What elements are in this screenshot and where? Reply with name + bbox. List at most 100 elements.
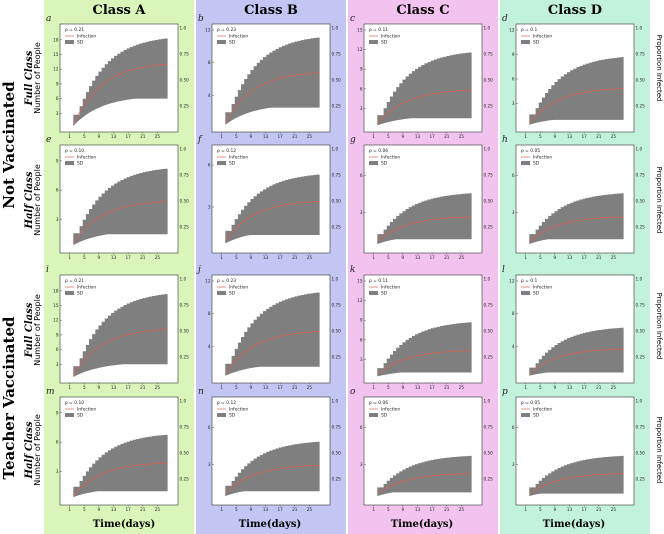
x-tick-label: 9: [98, 507, 101, 512]
right-tick-label: 0.50: [332, 451, 342, 456]
ylabel-right-row-3: Proportion Infected: [655, 293, 663, 360]
sd-band: [529, 193, 624, 245]
panel-l: l 4 8 12 0.25 0.50 0.75 1.0 1 5 9 13 17 21 25 ρ = 0.1In…: [502, 265, 645, 390]
x-tick-label: 9: [554, 507, 557, 512]
x-tick-label: 25: [155, 385, 161, 390]
column-title-d: Class D: [548, 3, 602, 18]
x-tick-label: 21: [596, 507, 602, 512]
y-tick-label: 12: [509, 28, 515, 33]
legend-infection-label: Infection: [229, 407, 248, 413]
y-tick-label: 6: [56, 96, 59, 101]
right-tick-label: 0.25: [636, 477, 646, 482]
legend-sd-label: SD: [77, 413, 84, 419]
y-tick-label: 9: [512, 52, 515, 57]
y-tick-label: 3: [512, 462, 515, 467]
legend-sd-label: SD: [229, 291, 236, 297]
panel-letter: g: [350, 135, 356, 145]
infection-line: [377, 350, 472, 376]
legend-sd-swatch: [65, 40, 74, 44]
x-tick-label: 25: [611, 255, 617, 260]
x-tick-label: 17: [429, 255, 435, 260]
right-tick-label: 0.25: [180, 225, 190, 230]
panel-p: p 3 6 0.25 0.50 0.75 1.0 1 5 9 13 17 21 25 ρ = 0.05Inf…: [502, 387, 645, 512]
x-tick-label: 13: [111, 507, 117, 512]
x-tick-label: 25: [307, 134, 313, 139]
xlabel-c: Time(days): [391, 519, 454, 530]
x-tick-label: 21: [292, 134, 298, 139]
y-tick-label: 8: [208, 311, 211, 316]
sd-band: [529, 327, 624, 376]
p-value-label: ρ = 0.1: [521, 278, 537, 284]
legend-sd-label: SD: [381, 413, 388, 419]
y-tick-label: 3: [512, 210, 515, 215]
legend-sd-label: SD: [229, 413, 236, 419]
x-tick-label: 13: [415, 385, 421, 390]
right-tick-label: 0.75: [636, 425, 646, 430]
right-tick-label: 0.50: [636, 329, 646, 334]
y-tick-label: 15: [357, 28, 363, 33]
panel-h: h 3 6 0.25 0.50 0.75 1.0 1 5 9 13 17 21 25 ρ = 0.05Inf…: [502, 135, 645, 260]
x-tick-label: 5: [235, 507, 238, 512]
panel-letter: a: [46, 14, 51, 24]
y-tick-label: 9: [56, 410, 59, 415]
x-tick-label: 1: [68, 255, 71, 260]
infection-line: [225, 464, 320, 494]
x-tick-label: 21: [444, 385, 450, 390]
infection-line: [224, 72, 320, 124]
sd-band: [225, 441, 320, 497]
p-value-label: ρ = 0.11: [369, 278, 388, 284]
legend-infection-label: Infection: [533, 155, 552, 161]
x-tick-label: 21: [596, 255, 602, 260]
right-tick-label: 0.75: [332, 303, 342, 308]
right-tick-label: 0.25: [484, 477, 494, 482]
x-tick-label: 1: [372, 255, 375, 260]
x-tick-label: 9: [402, 255, 405, 260]
p-value-label: ρ = 0.21: [65, 27, 84, 33]
y-tick-label: 6: [512, 173, 515, 178]
xlabel-b: Time(days): [239, 519, 302, 530]
right-tick-label: 0.75: [636, 173, 646, 178]
x-tick-label: 21: [444, 507, 450, 512]
right-tick-label: 0.75: [180, 52, 190, 57]
x-tick-label: 9: [402, 507, 405, 512]
right-tick-label: 0.75: [484, 425, 494, 430]
right-tick-label: 0.50: [636, 451, 646, 456]
x-tick-label: 13: [415, 255, 421, 260]
p-value-label: ρ = 0.11: [369, 27, 388, 33]
legend-infection-label: Infection: [77, 407, 96, 413]
panel-letter: e: [46, 135, 51, 145]
infection-line: [73, 201, 168, 244]
y-tick-label: 15: [53, 52, 59, 57]
infection-line: [377, 89, 472, 125]
x-tick-label: 25: [155, 134, 161, 139]
right-tick-label: 0.50: [180, 78, 190, 83]
p-value-label: ρ = 0.06: [369, 148, 388, 154]
x-tick-label: 5: [83, 255, 86, 260]
x-tick-label: 17: [581, 385, 587, 390]
right-tick-label: 0.25: [484, 104, 494, 109]
ylabel-right-row-4: Proportion Infected: [655, 417, 663, 484]
x-tick-label: 21: [292, 255, 298, 260]
row-label-full-class-2: Full Class: [24, 302, 35, 358]
right-tick-label: 0.50: [180, 451, 190, 456]
infection-line: [73, 462, 168, 496]
row-label-full-class-1: Full Class: [24, 50, 35, 106]
x-tick-label: 25: [611, 507, 617, 512]
legend-sd-swatch: [521, 291, 530, 295]
legend-sd-label: SD: [381, 40, 388, 46]
x-tick-label: 9: [402, 134, 405, 139]
y-tick-label: 8: [512, 311, 515, 316]
y-tick-label: 12: [205, 279, 211, 284]
x-tick-label: 1: [220, 255, 223, 260]
x-tick-label: 17: [277, 507, 283, 512]
xlabel-d: Time(days): [543, 519, 606, 530]
panel-letter: n: [198, 387, 204, 397]
right-tick-label: 0.25: [636, 355, 646, 360]
x-tick-label: 1: [372, 507, 375, 512]
panel-letter: d: [502, 14, 508, 24]
legend-sd-swatch: [65, 413, 74, 417]
x-tick-label: 13: [263, 255, 269, 260]
